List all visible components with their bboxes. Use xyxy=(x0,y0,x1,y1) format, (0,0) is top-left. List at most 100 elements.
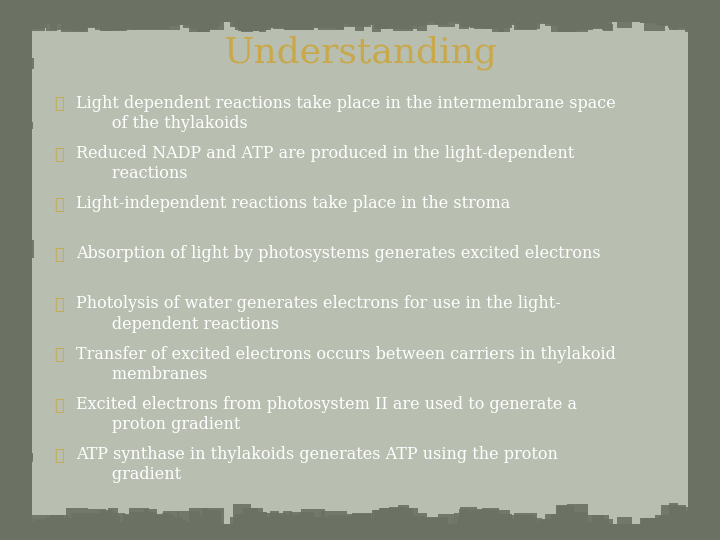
FancyBboxPatch shape xyxy=(12,8,26,15)
FancyBboxPatch shape xyxy=(708,143,717,156)
FancyBboxPatch shape xyxy=(459,509,469,524)
FancyBboxPatch shape xyxy=(422,10,446,22)
FancyBboxPatch shape xyxy=(678,507,688,526)
FancyBboxPatch shape xyxy=(144,509,158,530)
FancyBboxPatch shape xyxy=(127,516,138,535)
FancyBboxPatch shape xyxy=(330,21,340,29)
FancyBboxPatch shape xyxy=(11,107,30,127)
FancyBboxPatch shape xyxy=(9,453,21,473)
FancyBboxPatch shape xyxy=(459,14,469,29)
FancyBboxPatch shape xyxy=(711,141,720,162)
FancyBboxPatch shape xyxy=(692,501,711,510)
FancyBboxPatch shape xyxy=(155,6,174,24)
FancyBboxPatch shape xyxy=(0,0,720,16)
FancyBboxPatch shape xyxy=(1,464,17,486)
FancyBboxPatch shape xyxy=(696,471,716,489)
FancyBboxPatch shape xyxy=(693,485,711,498)
FancyBboxPatch shape xyxy=(157,11,176,22)
FancyBboxPatch shape xyxy=(699,388,715,397)
FancyBboxPatch shape xyxy=(1,451,11,463)
FancyBboxPatch shape xyxy=(246,14,271,30)
FancyBboxPatch shape xyxy=(694,225,703,241)
FancyBboxPatch shape xyxy=(352,513,373,534)
FancyBboxPatch shape xyxy=(644,23,665,31)
FancyBboxPatch shape xyxy=(538,520,553,528)
Text: Transfer of excited electrons occurs between carriers in thylakoid
       membra: Transfer of excited electrons occurs bet… xyxy=(76,346,616,383)
FancyBboxPatch shape xyxy=(639,518,667,525)
FancyBboxPatch shape xyxy=(269,8,279,27)
FancyBboxPatch shape xyxy=(178,524,197,534)
FancyBboxPatch shape xyxy=(318,519,344,532)
FancyBboxPatch shape xyxy=(248,14,267,23)
FancyBboxPatch shape xyxy=(696,267,714,286)
FancyBboxPatch shape xyxy=(334,6,361,24)
FancyBboxPatch shape xyxy=(12,188,30,199)
FancyBboxPatch shape xyxy=(706,180,720,199)
FancyBboxPatch shape xyxy=(659,18,677,25)
FancyBboxPatch shape xyxy=(9,504,25,510)
FancyBboxPatch shape xyxy=(708,252,720,259)
FancyBboxPatch shape xyxy=(704,511,720,530)
FancyBboxPatch shape xyxy=(698,312,712,320)
FancyBboxPatch shape xyxy=(7,122,27,142)
FancyBboxPatch shape xyxy=(289,517,315,533)
FancyBboxPatch shape xyxy=(6,353,22,368)
FancyBboxPatch shape xyxy=(13,251,31,270)
FancyBboxPatch shape xyxy=(1,10,14,29)
FancyBboxPatch shape xyxy=(691,400,701,416)
FancyBboxPatch shape xyxy=(713,512,720,531)
FancyBboxPatch shape xyxy=(328,12,346,22)
FancyBboxPatch shape xyxy=(6,82,18,94)
FancyBboxPatch shape xyxy=(8,355,20,367)
FancyBboxPatch shape xyxy=(2,377,14,390)
FancyBboxPatch shape xyxy=(699,82,718,92)
FancyBboxPatch shape xyxy=(693,101,713,106)
FancyBboxPatch shape xyxy=(696,367,711,382)
FancyBboxPatch shape xyxy=(5,4,27,23)
FancyBboxPatch shape xyxy=(557,505,574,525)
FancyBboxPatch shape xyxy=(189,16,206,27)
FancyBboxPatch shape xyxy=(709,208,720,220)
FancyBboxPatch shape xyxy=(4,508,12,524)
FancyBboxPatch shape xyxy=(593,515,609,524)
FancyBboxPatch shape xyxy=(22,9,32,24)
FancyBboxPatch shape xyxy=(708,17,720,34)
FancyBboxPatch shape xyxy=(517,523,537,534)
FancyBboxPatch shape xyxy=(45,17,57,31)
FancyBboxPatch shape xyxy=(17,18,45,29)
FancyBboxPatch shape xyxy=(376,522,389,528)
FancyBboxPatch shape xyxy=(103,23,127,31)
FancyBboxPatch shape xyxy=(5,442,15,449)
FancyBboxPatch shape xyxy=(660,5,686,24)
FancyBboxPatch shape xyxy=(129,512,156,526)
FancyBboxPatch shape xyxy=(14,351,27,364)
FancyBboxPatch shape xyxy=(427,6,439,22)
FancyBboxPatch shape xyxy=(177,5,200,23)
FancyBboxPatch shape xyxy=(14,46,32,60)
FancyBboxPatch shape xyxy=(6,65,16,80)
FancyBboxPatch shape xyxy=(1,4,17,22)
FancyBboxPatch shape xyxy=(697,353,708,366)
FancyBboxPatch shape xyxy=(168,14,183,25)
FancyBboxPatch shape xyxy=(709,247,720,259)
FancyBboxPatch shape xyxy=(4,79,13,88)
FancyBboxPatch shape xyxy=(132,518,161,531)
FancyBboxPatch shape xyxy=(103,522,127,531)
FancyBboxPatch shape xyxy=(699,17,712,31)
FancyBboxPatch shape xyxy=(50,11,68,30)
FancyBboxPatch shape xyxy=(107,15,125,26)
FancyBboxPatch shape xyxy=(4,244,16,258)
FancyBboxPatch shape xyxy=(1,171,13,187)
FancyBboxPatch shape xyxy=(474,509,490,528)
FancyBboxPatch shape xyxy=(202,13,224,30)
FancyBboxPatch shape xyxy=(698,336,711,348)
FancyBboxPatch shape xyxy=(0,524,720,540)
FancyBboxPatch shape xyxy=(470,15,495,29)
FancyBboxPatch shape xyxy=(161,513,170,524)
FancyBboxPatch shape xyxy=(2,176,16,187)
FancyBboxPatch shape xyxy=(282,7,294,24)
FancyBboxPatch shape xyxy=(9,416,28,431)
FancyBboxPatch shape xyxy=(551,515,577,535)
FancyBboxPatch shape xyxy=(518,12,534,28)
FancyBboxPatch shape xyxy=(706,496,713,504)
